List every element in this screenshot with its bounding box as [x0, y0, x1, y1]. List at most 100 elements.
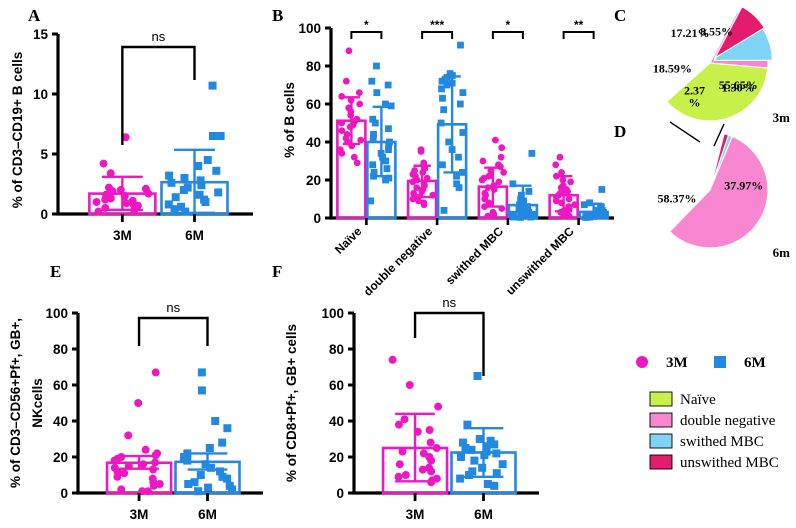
data-point	[517, 214, 524, 221]
data-point	[101, 204, 110, 212]
data-point	[457, 41, 464, 49]
data-point	[417, 148, 425, 155]
data-point	[204, 483, 213, 492]
data-point	[368, 77, 376, 85]
data-point	[357, 136, 365, 144]
panel-letter-e: E	[50, 262, 62, 281]
data-point	[170, 205, 179, 214]
data-point	[455, 184, 463, 191]
data-point	[386, 138, 393, 146]
data-point	[367, 197, 375, 205]
data-point	[478, 176, 486, 184]
data-point	[141, 445, 150, 454]
data-point	[437, 119, 445, 127]
data-point	[556, 153, 564, 161]
data-point	[418, 188, 426, 195]
pie-slice-value-label: %	[689, 95, 701, 109]
data-point	[342, 77, 350, 85]
data-point	[346, 123, 354, 131]
data-point	[475, 435, 484, 443]
data-point	[490, 481, 499, 490]
data-point	[443, 81, 451, 89]
data-point	[515, 207, 523, 214]
y-axis-tick-label: 15	[33, 27, 49, 42]
data-point	[124, 462, 133, 470]
data-point	[223, 474, 232, 483]
y-axis-tick-label: 80	[306, 59, 321, 74]
y-axis-tick-label: 60	[53, 378, 68, 393]
data-point	[528, 150, 536, 157]
data-point	[394, 420, 403, 429]
data-point	[214, 188, 223, 197]
data-point	[385, 142, 393, 150]
data-point	[509, 180, 517, 188]
y-axis-tick-label: 100	[298, 21, 321, 36]
data-point	[345, 47, 353, 55]
data-point	[582, 214, 590, 221]
data-point	[459, 89, 467, 96]
data-point	[370, 131, 377, 138]
data-point	[438, 77, 446, 85]
x-axis-category-label: 3M	[130, 507, 149, 522]
data-point	[419, 169, 427, 176]
data-point	[194, 162, 203, 170]
y-axis-title: % of CD8+Pf+, GB+ cells	[284, 324, 299, 482]
pie-slice-value-label: 18.59%	[653, 61, 692, 75]
data-point	[377, 150, 385, 157]
data-point	[571, 201, 579, 209]
data-point	[149, 465, 158, 474]
y-axis-tick-label: 100	[45, 306, 68, 321]
data-point	[413, 427, 422, 436]
data-point	[483, 480, 492, 488]
pie-leader-line	[669, 121, 701, 143]
data-point	[521, 212, 529, 220]
y-axis-tick-label: 40	[306, 135, 321, 150]
data-point	[384, 81, 392, 89]
data-point	[448, 72, 456, 79]
data-point	[423, 174, 431, 182]
data-point	[473, 372, 482, 380]
data-point	[461, 444, 470, 452]
legend-label-3m: 3M	[666, 355, 688, 371]
x-axis-category-label: Naïve	[332, 224, 365, 257]
pie-slice-double-negative	[668, 132, 769, 249]
data-point	[564, 188, 572, 195]
pie-slice-unswithed-mbc	[713, 5, 766, 60]
y-axis-tick-label: 40	[53, 414, 68, 429]
data-point	[415, 197, 422, 205]
data-point	[167, 178, 176, 187]
data-point	[101, 195, 110, 204]
legend-label-naïve: Naïve	[680, 392, 716, 408]
data-point	[427, 467, 436, 476]
data-point	[207, 463, 216, 472]
data-point	[490, 186, 498, 193]
data-point	[208, 81, 217, 90]
data-point	[497, 153, 505, 161]
data-point	[448, 79, 456, 87]
x-axis-category-label: 6M	[198, 507, 217, 522]
data-point	[427, 456, 436, 465]
significance-label: ***	[430, 18, 444, 32]
data-point	[369, 134, 377, 142]
data-point	[338, 150, 346, 157]
y-axis-title: % of B cells	[282, 82, 297, 158]
data-point	[400, 415, 409, 424]
significance-bracket	[562, 31, 595, 39]
legend-label-6m: 6M	[744, 355, 766, 371]
significance-bracket	[121, 45, 196, 145]
data-point	[552, 161, 560, 169]
data-point	[425, 426, 434, 434]
data-point	[557, 184, 565, 192]
data-point	[171, 193, 180, 202]
data-point	[448, 146, 456, 153]
pie-slice-value-label: 58.37%	[658, 191, 697, 205]
data-point	[409, 195, 417, 203]
data-point	[567, 178, 574, 186]
data-point	[134, 399, 143, 407]
pie-slice-value-label: 37.97%	[724, 178, 763, 192]
data-point	[385, 125, 392, 133]
legend-swatch-swithed-mbc	[649, 433, 673, 449]
data-point	[92, 198, 101, 206]
y-axis-tick-label: 100	[321, 306, 344, 321]
